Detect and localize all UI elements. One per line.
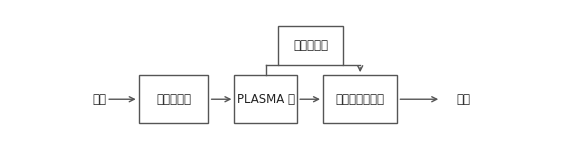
Text: 出气: 出气 bbox=[456, 93, 470, 106]
Text: 质量流量计: 质量流量计 bbox=[156, 93, 191, 106]
Bar bbox=[323, 75, 397, 123]
Bar bbox=[278, 26, 343, 65]
Bar bbox=[139, 75, 208, 123]
Text: 压强传感器: 压强传感器 bbox=[293, 39, 328, 52]
Bar bbox=[234, 75, 297, 123]
Text: 进气: 进气 bbox=[92, 93, 107, 106]
Text: PLASMA 炉: PLASMA 炉 bbox=[237, 93, 295, 106]
Text: 气体流量调节器: 气体流量调节器 bbox=[336, 93, 385, 106]
